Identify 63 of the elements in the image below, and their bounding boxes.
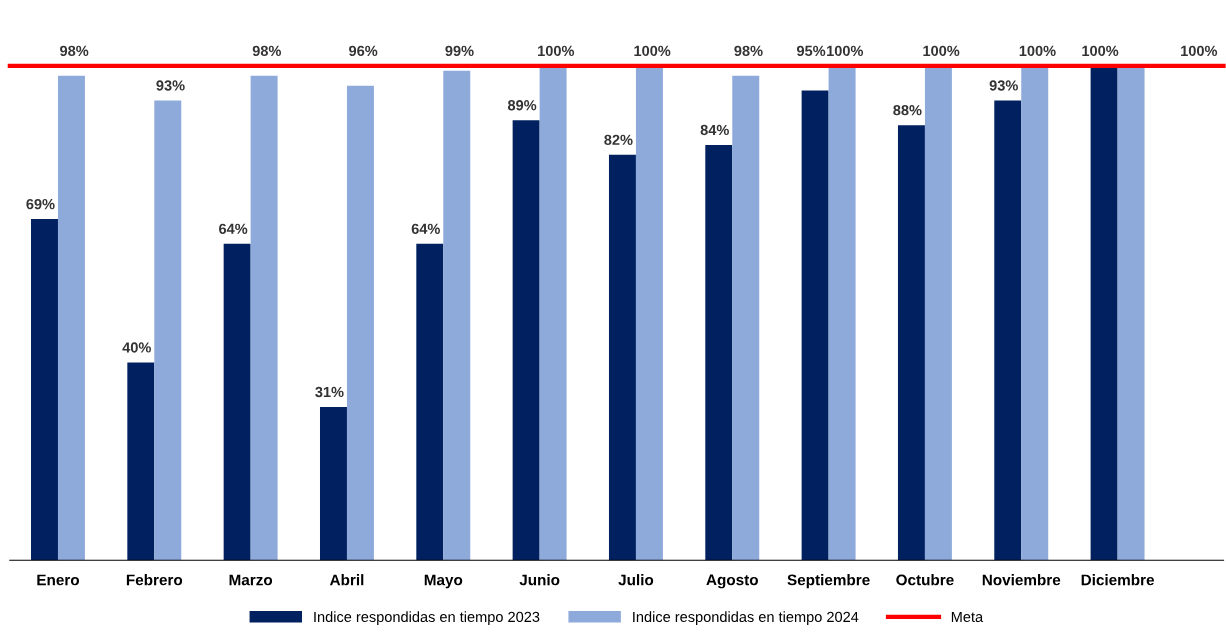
data-label: 31% [315, 386, 344, 398]
bar [705, 144, 733, 561]
bar [1021, 65, 1049, 561]
bar [897, 125, 925, 561]
bar [994, 100, 1022, 561]
x-tick-label: Septiembre [787, 574, 870, 589]
data-label: 100% [634, 45, 671, 57]
data-label: 64% [219, 223, 248, 234]
legend-label: Meta [951, 611, 984, 623]
x-tick-label: Mayo [424, 574, 463, 589]
bar [319, 406, 347, 561]
x-tick-label: Noviembre [982, 574, 1061, 586]
x-tick-label: Enero [37, 574, 80, 586]
bar [346, 85, 374, 561]
bar [250, 75, 278, 561]
bar [924, 65, 952, 561]
x-tick-label: Junio [519, 574, 560, 586]
x-tick-label: Marzo [229, 574, 273, 586]
data-label: 100% [923, 45, 960, 57]
data-label: 95% [796, 45, 826, 57]
bar [635, 65, 663, 561]
data-label: 100% [538, 45, 575, 57]
bar [223, 243, 251, 561]
data-label: 98% [60, 45, 89, 57]
data-label: 93% [989, 80, 1018, 91]
bar [512, 120, 540, 561]
data-label: 69% [26, 198, 55, 210]
data-label: 40% [122, 342, 151, 353]
legend-label: Indice respondidas en tiempo 2023 [314, 611, 540, 625]
bar [1090, 65, 1118, 561]
bar [801, 90, 829, 561]
bar [539, 65, 567, 561]
x-tick-label: Diciembre [1081, 574, 1154, 586]
data-label: 100% [827, 45, 864, 57]
bar [416, 243, 444, 561]
x-tick-label: Abril [329, 574, 364, 586]
data-label: 98% [734, 45, 763, 57]
data-label: 100% [1082, 45, 1119, 57]
x-tick-label: Febrero [126, 574, 183, 586]
bar [154, 100, 182, 561]
bar [732, 75, 760, 561]
text: 100% [1181, 45, 1218, 57]
bar [443, 70, 471, 561]
data-label: 88% [893, 105, 922, 116]
bar [1117, 65, 1145, 561]
data-label: 96% [349, 45, 378, 57]
data-label: 82% [604, 134, 633, 146]
data-label: 64% [411, 223, 440, 234]
legend-label: Indice respondidas en tiempo 2024 [633, 611, 859, 625]
x-tick-label: Octubre [896, 574, 954, 586]
data-label: 89% [507, 100, 537, 111]
x-tick-label: Julio [618, 574, 654, 586]
data-label: 84% [700, 124, 729, 136]
data-label: 93% [156, 80, 185, 91]
data-label: 100% [1019, 45, 1056, 57]
data-label: 99% [445, 45, 474, 57]
bar [31, 219, 58, 561]
bar [57, 75, 85, 561]
x-tick-label: Agosto [706, 574, 758, 589]
bar [127, 362, 155, 561]
bar [828, 65, 856, 561]
data-label: 98% [252, 45, 282, 57]
bar [608, 154, 636, 561]
